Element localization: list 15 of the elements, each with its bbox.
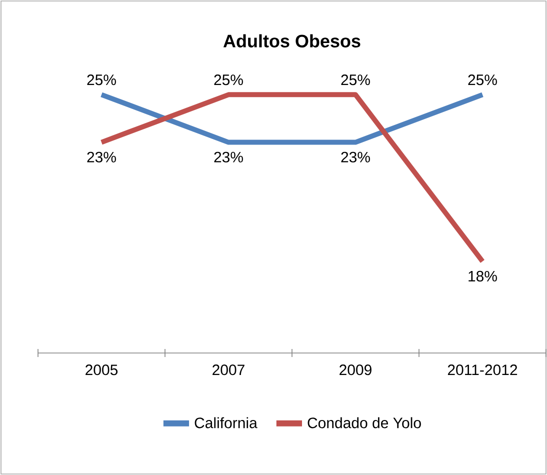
x-tick-label: 2011-2012 <box>448 364 518 376</box>
data-label: 18% <box>468 270 497 282</box>
data-label: 25% <box>214 74 243 86</box>
x-tick-label: 2009 <box>340 364 372 376</box>
data-label: 25% <box>87 74 116 86</box>
data-label: 25% <box>341 74 370 86</box>
data-label: 25% <box>468 74 497 86</box>
data-label: 23% <box>87 152 116 162</box>
legend-label: California <box>194 417 258 428</box>
data-label: 23% <box>214 152 243 162</box>
chart-title: Adultos Obesos <box>223 34 360 48</box>
x-tick-label: 2007 <box>212 364 244 376</box>
legend-label: Condado de Yolo <box>308 417 421 428</box>
x-tick-label: 2005 <box>86 364 118 376</box>
data-label: 23% <box>341 152 370 162</box>
